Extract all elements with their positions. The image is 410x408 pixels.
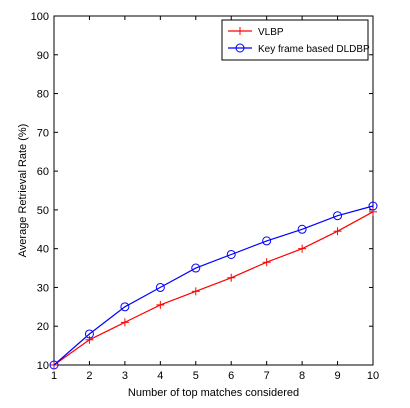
legend: VLBP Key frame based DLDBP bbox=[221, 19, 370, 61]
data-point bbox=[298, 244, 307, 253]
y-tick-label: 80 bbox=[37, 89, 49, 101]
data-point bbox=[120, 302, 130, 312]
data-point bbox=[262, 236, 272, 246]
axis-ticks: 1 2 3 4 5 6 7 8 9 10 10 20 30 40 50 60 70 80 90 100 bbox=[31, 11, 379, 382]
legend-label: VLBP bbox=[258, 27, 284, 38]
data-point bbox=[368, 201, 378, 211]
x-tick-label: 8 bbox=[299, 370, 305, 382]
y-tick-label: 50 bbox=[37, 205, 49, 217]
x-tick-label: 2 bbox=[86, 370, 92, 382]
data-point bbox=[191, 287, 200, 296]
series-line bbox=[53, 211, 374, 366]
series-2 bbox=[49, 201, 378, 370]
data-point bbox=[85, 335, 94, 344]
data-point bbox=[156, 300, 165, 309]
legend-marker bbox=[236, 27, 244, 35]
x-tick-label: 9 bbox=[334, 370, 340, 382]
y-tick-label: 100 bbox=[31, 11, 49, 23]
y-tick-label: 40 bbox=[37, 244, 49, 256]
y-axis-label: Average Retrieval Rate (%) bbox=[17, 124, 29, 258]
data-point bbox=[155, 282, 165, 292]
y-tick-label: 90 bbox=[37, 50, 49, 62]
legend-label: Key frame based DLDBP bbox=[258, 44, 370, 55]
data-point bbox=[333, 211, 343, 221]
data-point bbox=[84, 329, 94, 339]
y-tick-label: 70 bbox=[37, 127, 49, 139]
data-point bbox=[120, 318, 129, 327]
data-point bbox=[369, 207, 377, 216]
x-tick-label: 3 bbox=[122, 370, 128, 382]
x-tick-label: 6 bbox=[228, 370, 234, 382]
x-tick-label: 10 bbox=[367, 370, 379, 382]
series-line bbox=[53, 205, 374, 366]
x-tick-label: 7 bbox=[264, 370, 270, 382]
data-point bbox=[49, 360, 59, 370]
data-point bbox=[227, 273, 236, 282]
data-point bbox=[262, 258, 271, 267]
x-tick-label: 5 bbox=[193, 370, 199, 382]
series-1 bbox=[50, 207, 377, 369]
y-tick-label: 20 bbox=[37, 321, 49, 333]
x-tick-label: 4 bbox=[157, 370, 163, 382]
y-tick-label: 60 bbox=[37, 166, 49, 178]
y-tick-label: 10 bbox=[37, 360, 49, 372]
legend-box bbox=[221, 19, 369, 61]
legend-marker bbox=[235, 43, 245, 53]
series-layer bbox=[49, 201, 378, 370]
data-point bbox=[297, 224, 307, 234]
data-point bbox=[226, 249, 236, 259]
data-point bbox=[191, 263, 201, 273]
x-axis-label: Number of top matches considered bbox=[128, 387, 299, 399]
data-point bbox=[333, 227, 342, 236]
x-tick-label: 1 bbox=[51, 370, 57, 382]
plot-frame bbox=[53, 15, 374, 366]
y-tick-label: 30 bbox=[37, 282, 49, 294]
